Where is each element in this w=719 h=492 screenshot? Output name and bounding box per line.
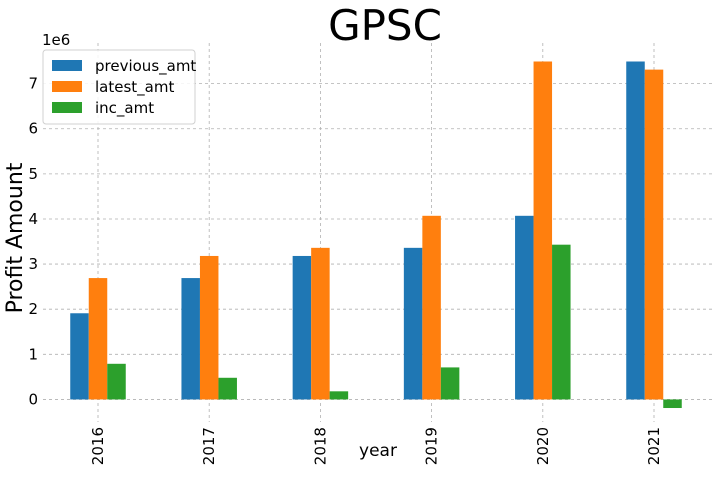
bar-inc_amt-2016 [107, 363, 126, 400]
x-tick-label: 2019 [423, 427, 441, 465]
y-tick-label: 0 [28, 390, 38, 408]
y-tick-label: 3 [28, 255, 38, 273]
bar-previous_amt-2018 [292, 255, 312, 400]
y-tick-label: 5 [28, 165, 38, 183]
x-tick-label: 2018 [311, 427, 329, 465]
legend-swatch-inc_amt [52, 102, 82, 113]
bar-latest_amt-2020 [533, 61, 553, 400]
y-tick-label: 2 [28, 300, 38, 318]
bar-inc_amt-2019 [440, 367, 460, 400]
bar-latest_amt-2016 [88, 278, 108, 400]
x-axis-label: year [359, 441, 397, 461]
bar-previous_amt-2017 [181, 278, 200, 400]
legend: previous_amt latest_amt inc_amt [42, 49, 196, 125]
legend-swatch-latest_amt [52, 81, 82, 92]
bar-previous_amt-2021 [626, 61, 645, 400]
bar-latest_amt-2019 [422, 215, 441, 400]
y-axis-label: Profit Amount [3, 162, 28, 313]
chart-title: GPSC [328, 1, 442, 50]
bar-inc_amt-2018 [329, 391, 349, 400]
legend-label: latest_amt [95, 78, 174, 97]
tick-labels: 0 1 2 3 4 5 6 7 2016 2017 2018 2019 2020 2021 [28, 75, 663, 466]
x-tick-label: 2021 [645, 427, 663, 465]
legend-label: previous_amt [95, 57, 196, 76]
bar-latest_amt-2017 [199, 255, 219, 400]
bar-inc_amt-2020 [552, 244, 571, 400]
bar-latest_amt-2018 [311, 247, 330, 400]
bar-latest_amt-2021 [644, 69, 664, 400]
bar-inc_amt-2021 [663, 399, 682, 409]
x-tick-label: 2016 [89, 427, 107, 465]
x-tick-label: 2020 [534, 427, 552, 465]
bar-previous_amt-2020 [515, 215, 534, 400]
y-axis-scale-label: 1e6 [42, 31, 70, 49]
x-tick-label: 2017 [200, 427, 218, 465]
legend-label: inc_amt [95, 99, 154, 118]
y-tick-label: 1 [28, 345, 38, 363]
bar-inc_amt-2017 [218, 377, 237, 400]
bar-previous_amt-2019 [403, 247, 423, 400]
y-tick-label: 4 [28, 210, 38, 228]
y-tick-label: 6 [28, 120, 38, 138]
y-tick-label: 7 [28, 75, 38, 93]
bar-previous_amt-2016 [70, 313, 89, 400]
bars [70, 61, 682, 409]
legend-swatch-previous_amt [52, 60, 82, 71]
